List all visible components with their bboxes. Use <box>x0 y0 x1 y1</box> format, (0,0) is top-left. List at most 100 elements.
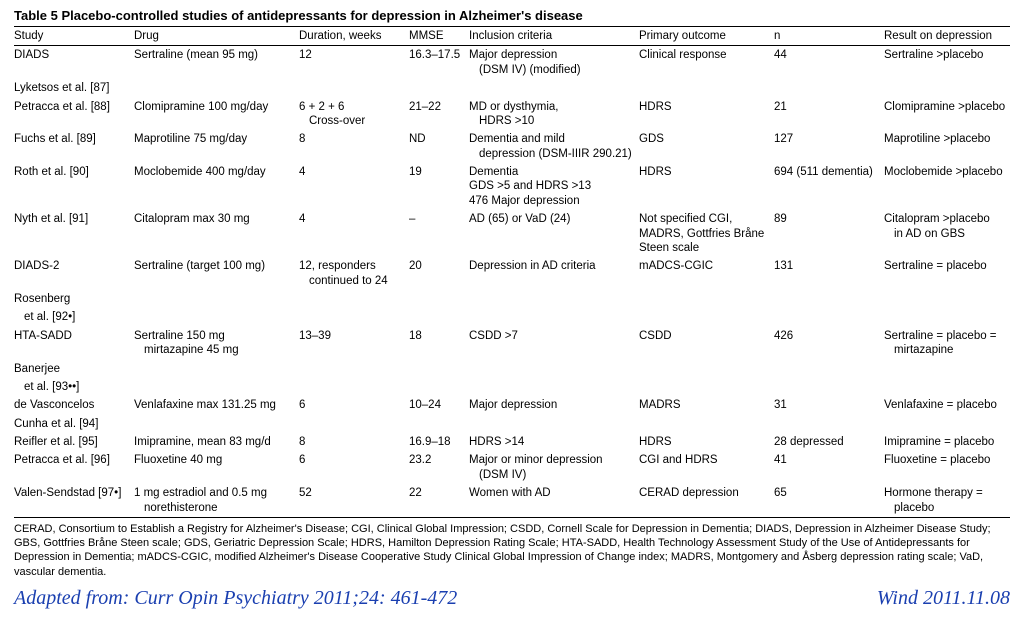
table-row: Banerjee <box>14 360 1010 378</box>
table-cell: Moclobemide 400 mg/day <box>134 163 299 210</box>
table-cell: Nyth et al. [91] <box>14 210 134 257</box>
table-cell: Women with AD <box>469 484 639 517</box>
table-cell: 21–22 <box>409 98 469 131</box>
table-cell: Clomipramine 100 mg/day <box>134 98 299 131</box>
table-row: Lyketsos et al. [87] <box>14 79 1010 97</box>
table-cell: 16.3–17.5 <box>409 46 469 79</box>
table-header-row: StudyDrugDuration, weeksMMSEInclusion cr… <box>14 27 1010 46</box>
table-footnote: CERAD, Consortium to Establish a Registr… <box>14 522 1010 579</box>
table-cell: Citalopram max 30 mg <box>134 210 299 257</box>
credits-row: Adapted from: Curr Opin Psychiatry 2011;… <box>14 587 1010 610</box>
table-cell: Maprotiline >placebo <box>884 130 1010 163</box>
table-cell: 12, responderscontinued to 24 <box>299 257 409 290</box>
table-cell: CGI and HDRS <box>639 451 774 484</box>
table-cell: Petracca et al. [88] <box>14 98 134 131</box>
table-row: Rosenberg <box>14 290 1010 308</box>
table-cell: 20 <box>409 257 469 290</box>
credit-right: Wind 2011.11.08 <box>877 587 1010 610</box>
table-cell: Sertraline >placebo <box>884 46 1010 79</box>
table-body: DIADSSertraline (mean 95 mg)1216.3–17.5 M… <box>14 46 1010 518</box>
table-cell: 65 <box>774 484 884 517</box>
table-cell: Cunha et al. [94] <box>14 415 1010 433</box>
table-cell: Citalopram >placeboin AD on GBS <box>884 210 1010 257</box>
table-cell: 131 <box>774 257 884 290</box>
table-cell: 1 mg estradiol and 0.5 mgnorethisterone <box>134 484 299 517</box>
table-cell: 19 <box>409 163 469 210</box>
table-cell: 23.2 <box>409 451 469 484</box>
table-row: DIADSSertraline (mean 95 mg)1216.3–17.5M… <box>14 46 1010 79</box>
credit-left: Adapted from: Curr Opin Psychiatry 2011;… <box>14 587 457 610</box>
column-header: n <box>774 27 884 46</box>
table-row: Roth et al. [90]Moclobemide 400 mg/day41… <box>14 163 1010 210</box>
table-cell: Clinical response <box>639 46 774 79</box>
table-cell: Venlafaxine max 131.25 mg <box>134 396 299 414</box>
table-cell: et al. [93••] <box>14 378 1010 396</box>
table-cell: 10–24 <box>409 396 469 414</box>
column-header: MMSE <box>409 27 469 46</box>
table-cell: 16.9–18 <box>409 433 469 451</box>
table-cell: Reifler et al. [95] <box>14 433 134 451</box>
table-cell: Moclobemide >placebo <box>884 163 1010 210</box>
table-cell: et al. [92•] <box>14 308 1010 326</box>
table-cell: Major depression <box>469 396 639 414</box>
table-cell: 8 <box>299 130 409 163</box>
table-cell: 13–39 <box>299 327 409 360</box>
table-cell: Petracca et al. [96] <box>14 451 134 484</box>
table-row: et al. [92•] <box>14 308 1010 326</box>
table-cell: DIADS <box>14 46 134 79</box>
table-cell: HTA-SADD <box>14 327 134 360</box>
table-cell: Hormone therapy =placebo <box>884 484 1010 517</box>
table-cell: 6 <box>299 451 409 484</box>
table-cell: 12 <box>299 46 409 79</box>
table-cell: 44 <box>774 46 884 79</box>
table-cell: CSDD <box>639 327 774 360</box>
table-cell: CERAD depression <box>639 484 774 517</box>
table-cell: 694 (511 dementia) <box>774 163 884 210</box>
table-row: DIADS-2Sertraline (target 100 mg)12, res… <box>14 257 1010 290</box>
column-header: Primary outcome <box>639 27 774 46</box>
table-cell: Sertraline = placebo =mirtazapine <box>884 327 1010 360</box>
table-cell: 22 <box>409 484 469 517</box>
table-cell: 18 <box>409 327 469 360</box>
table-cell: Sertraline (mean 95 mg) <box>134 46 299 79</box>
column-header: Drug <box>134 27 299 46</box>
table-cell: Clomipramine >placebo <box>884 98 1010 131</box>
table-cell: 31 <box>774 396 884 414</box>
table-cell: Fluoxetine 40 mg <box>134 451 299 484</box>
table-row: HTA-SADDSertraline 150 mgmirtazapine 45 … <box>14 327 1010 360</box>
table-cell: 41 <box>774 451 884 484</box>
table-cell: 4 <box>299 163 409 210</box>
table-cell: 8 <box>299 433 409 451</box>
table-cell: mADCS-CGIC <box>639 257 774 290</box>
table-row: Fuchs et al. [89]Maprotiline 75 mg/day8N… <box>14 130 1010 163</box>
table-cell: Venlafaxine = placebo <box>884 396 1010 414</box>
table-cell: Not specified CGI, MADRS, Gottfries Brån… <box>639 210 774 257</box>
table-cell: HDRS <box>639 163 774 210</box>
table-cell: Major or minor depression(DSM IV) <box>469 451 639 484</box>
table-cell: Rosenberg <box>14 290 1010 308</box>
table-cell: Sertraline 150 mgmirtazapine 45 mg <box>134 327 299 360</box>
column-header: Inclusion criteria <box>469 27 639 46</box>
table-cell: 28 depressed <box>774 433 884 451</box>
table-cell: HDRS <box>639 433 774 451</box>
table-row: Cunha et al. [94] <box>14 415 1010 433</box>
table-cell: Lyketsos et al. [87] <box>14 79 1010 97</box>
table-cell: HDRS >14 <box>469 433 639 451</box>
table-row: Nyth et al. [91]Citalopram max 30 mg4–AD… <box>14 210 1010 257</box>
table-row: et al. [93••] <box>14 378 1010 396</box>
table-cell: Imipramine, mean 83 mg/d <box>134 433 299 451</box>
table-cell: 89 <box>774 210 884 257</box>
column-header: Result on depression <box>884 27 1010 46</box>
table-cell: GDS <box>639 130 774 163</box>
table-row: Petracca et al. [88]Clomipramine 100 mg/… <box>14 98 1010 131</box>
table-cell: Dementia and milddepression (DSM-IIIR 29… <box>469 130 639 163</box>
table-cell: ND <box>409 130 469 163</box>
column-header: Duration, weeks <box>299 27 409 46</box>
table-row: de VasconcelosVenlafaxine max 131.25 mg6… <box>14 396 1010 414</box>
table-cell: 426 <box>774 327 884 360</box>
table-cell: Banerjee <box>14 360 1010 378</box>
studies-table: StudyDrugDuration, weeksMMSEInclusion cr… <box>14 26 1010 518</box>
table-cell: 21 <box>774 98 884 131</box>
table-title: Table 5 Placebo-controlled studies of an… <box>14 8 1010 26</box>
table-row: Petracca et al. [96]Fluoxetine 40 mg623.… <box>14 451 1010 484</box>
